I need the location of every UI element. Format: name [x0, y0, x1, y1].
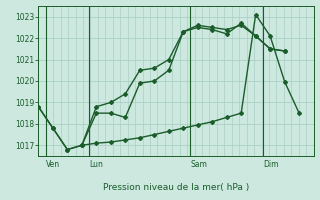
- Text: Ven: Ven: [46, 160, 60, 169]
- Text: Pression niveau de la mer( hPa ): Pression niveau de la mer( hPa ): [103, 183, 249, 192]
- Text: Sam: Sam: [190, 160, 207, 169]
- Text: Dim: Dim: [263, 160, 278, 169]
- Text: Lun: Lun: [89, 160, 103, 169]
